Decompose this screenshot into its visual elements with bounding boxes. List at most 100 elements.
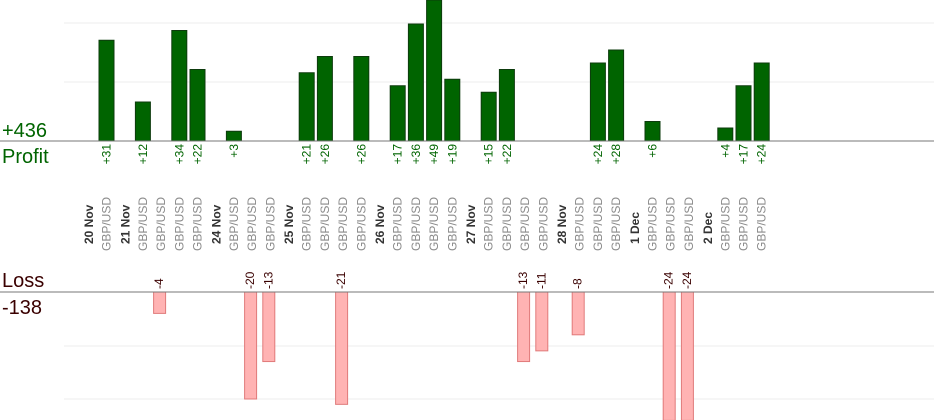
date-tick-label: 26 Nov — [373, 204, 387, 244]
profit-bar — [98, 39, 115, 142]
profit-value-label: +22 — [191, 144, 205, 165]
profit-bar — [316, 56, 333, 142]
pair-tick-label: GBP/USD — [646, 197, 660, 251]
pair-tick-label: GBP/USD — [336, 197, 350, 251]
pair-tick-label: GBP/USD — [300, 197, 314, 251]
pair-tick-label: GBP/USD — [445, 197, 459, 251]
loss-bar — [535, 291, 549, 352]
loss-bar — [680, 291, 694, 420]
profit-value-label: +12 — [136, 144, 150, 165]
pair-tick-label: GBP/USD — [518, 197, 532, 251]
loss-total: -138 — [2, 297, 42, 319]
profit-value-label: +17 — [737, 144, 751, 165]
loss-bar — [517, 291, 531, 363]
profit-value-label: +4 — [718, 144, 732, 158]
pair-tick-label: GBP/USD — [172, 197, 186, 251]
profit-bar — [426, 0, 443, 142]
profit-bar — [498, 69, 515, 142]
pair-tick-label: GBP/USD — [100, 197, 114, 251]
profit-value-label: +28 — [609, 144, 623, 165]
loss-value-label: -24 — [662, 271, 676, 289]
x-axis-labels: 20 Nov GBP/USD 21 Nov GBP/USD GBP/USD GBP/USD… — [82, 197, 769, 251]
profit-bar — [225, 130, 242, 142]
loss-value-label: -13 — [261, 271, 275, 289]
profit-bar — [717, 127, 734, 142]
profit-value-label: +24 — [755, 144, 769, 165]
profit-value-label: +22 — [500, 144, 514, 165]
pair-tick-label: GBP/USD — [718, 197, 732, 251]
profit-value-label: +49 — [427, 144, 441, 165]
loss-bar — [571, 291, 585, 336]
date-tick-label: 21 Nov — [118, 204, 132, 244]
profit-value-label: +36 — [409, 144, 423, 165]
profit-value-label: +31 — [100, 144, 114, 165]
profit-bar — [735, 85, 752, 142]
loss-bar — [244, 291, 258, 400]
profit-bar — [480, 91, 497, 142]
loss-label: Loss — [2, 270, 44, 292]
pair-tick-label: GBP/USD — [245, 197, 259, 251]
pair-tick-label: GBP/USD — [591, 197, 605, 251]
loss-value-label: -4 — [152, 278, 166, 289]
profit-value-label: +19 — [445, 144, 459, 165]
date-tick-label: 24 Nov — [209, 204, 223, 244]
profit-total: +436 — [2, 120, 47, 142]
profit-value-label: +21 — [300, 144, 314, 165]
loss-value-label: -11 — [534, 272, 548, 289]
date-tick-label: 1 Dec — [628, 212, 642, 244]
pair-tick-label: GBP/USD — [391, 197, 405, 251]
profit-label: Profit — [2, 146, 49, 168]
profit-value-label: +6 — [646, 144, 660, 158]
pair-tick-label: GBP/USD — [154, 197, 168, 251]
pair-tick-label: GBP/USD — [354, 197, 368, 251]
loss-value-label: -20 — [243, 271, 257, 289]
pair-tick-label: GBP/USD — [482, 197, 496, 251]
pair-tick-label: GBP/USD — [755, 197, 769, 251]
profit-value-label: +3 — [227, 144, 241, 158]
pair-tick-label: GBP/USD — [263, 197, 277, 251]
pair-tick-label: GBP/USD — [427, 197, 441, 251]
gridlines — [64, 22, 934, 400]
loss-value-label: -13 — [516, 271, 530, 289]
profit-bar — [589, 62, 606, 142]
profit-bar — [298, 72, 315, 142]
pair-tick-label: GBP/USD — [664, 197, 678, 251]
pair-tick-label: GBP/USD — [500, 197, 514, 251]
profit-value-label: +24 — [591, 144, 605, 165]
profit-bar — [189, 69, 206, 142]
date-tick-label: 20 Nov — [82, 204, 96, 244]
trade-bars — [98, 0, 770, 420]
date-tick-label: 25 Nov — [282, 204, 296, 244]
profit-value-label: +17 — [391, 144, 405, 165]
loss-value-label: -21 — [334, 271, 348, 289]
profit-bar — [389, 85, 406, 142]
date-tick-label: 28 Nov — [555, 204, 569, 244]
loss-bar — [153, 291, 167, 314]
profit-bar — [753, 62, 770, 142]
loss-bar — [662, 291, 676, 420]
pair-tick-label: GBP/USD — [318, 197, 332, 251]
profit-value-label: +26 — [318, 144, 332, 165]
pair-tick-label: GBP/USD — [409, 197, 423, 251]
pair-tick-label: GBP/USD — [609, 197, 623, 251]
profit-bar — [134, 101, 151, 142]
profit-bar — [171, 30, 188, 142]
profit-value-label: +26 — [354, 144, 368, 165]
profit-bar — [644, 121, 661, 142]
date-tick-label: 27 Nov — [464, 204, 478, 244]
loss-bar — [262, 291, 276, 363]
profit-bar — [407, 23, 424, 142]
profit-value-label: +34 — [172, 144, 186, 165]
loss-value-label: -24 — [680, 271, 694, 289]
pair-tick-label: GBP/USD — [737, 197, 751, 251]
loss-value-label: -8 — [571, 278, 585, 289]
trade-value-labels: +31 +12 -4 +34 +22 +3 -20 -13 +21 +26 -21 +26 +17 +36… — [100, 144, 769, 289]
profit-bar — [444, 78, 461, 142]
profit-bar — [353, 56, 370, 142]
date-tick-label: 2 Dec — [701, 212, 715, 244]
pair-tick-label: GBP/USD — [136, 197, 150, 251]
loss-bar — [335, 291, 349, 405]
pair-tick-label: GBP/USD — [682, 197, 696, 251]
pair-tick-label: GBP/USD — [536, 197, 550, 251]
